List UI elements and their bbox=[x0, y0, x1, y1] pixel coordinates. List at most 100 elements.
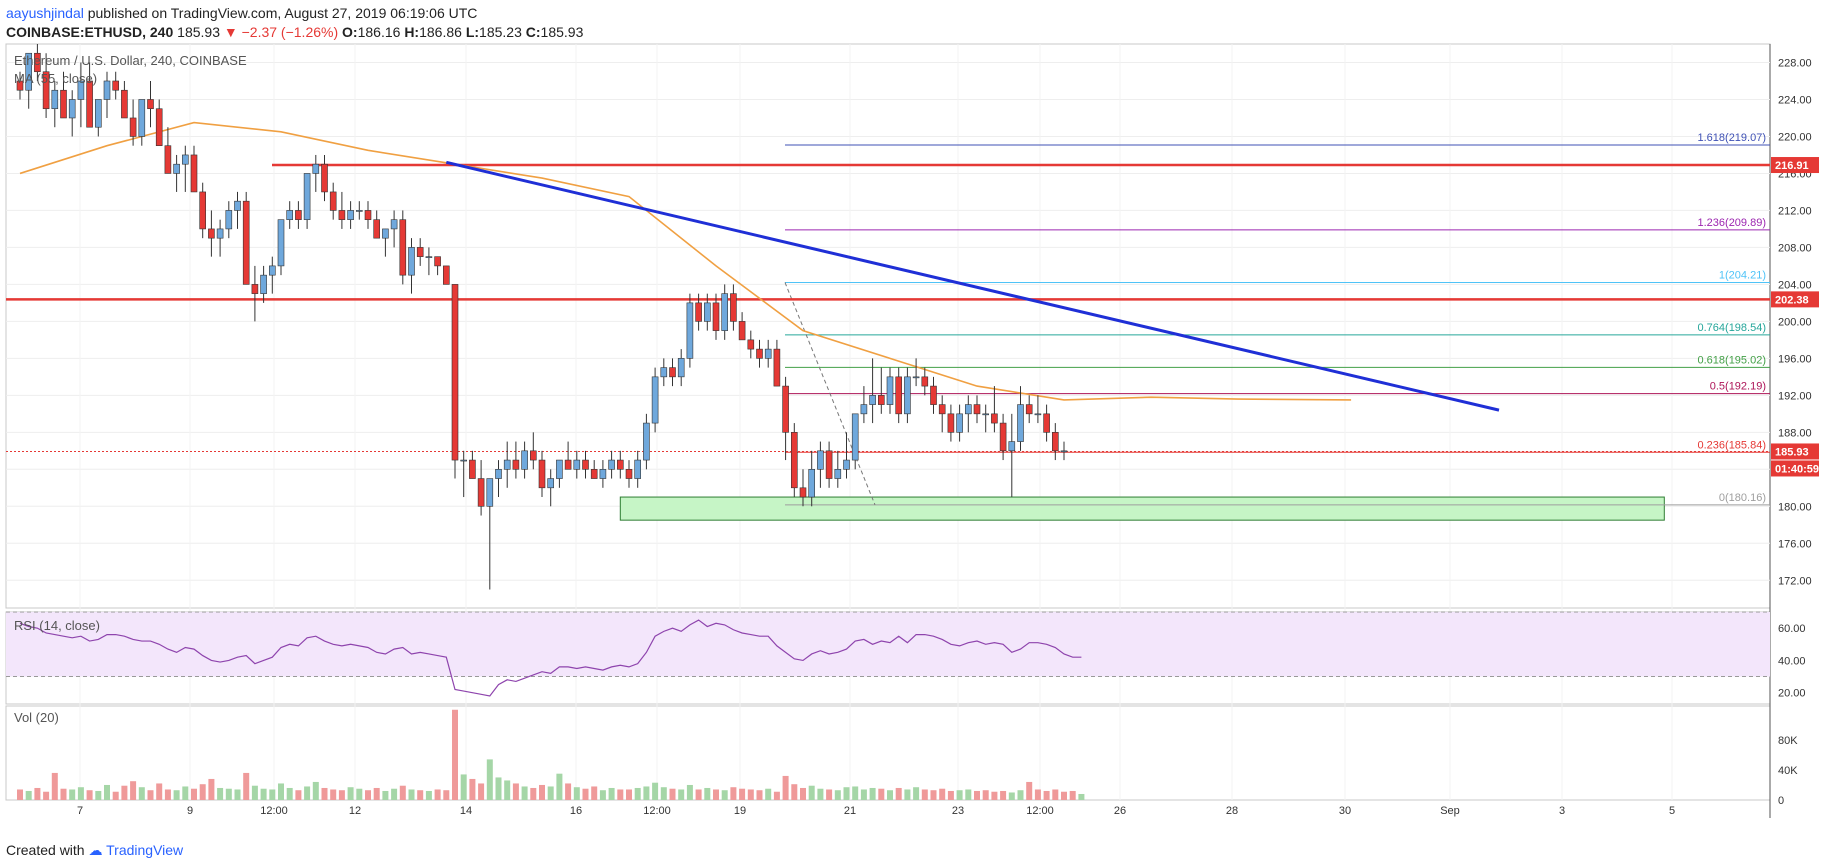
volume-y-tick-label: 80K bbox=[1778, 735, 1798, 747]
candle-body bbox=[756, 348, 763, 359]
tradingview-logo-link[interactable]: ☁ TradingView bbox=[88, 842, 184, 858]
volume-bar bbox=[95, 790, 102, 800]
volume-bar bbox=[704, 787, 711, 800]
volume-bar bbox=[573, 787, 580, 800]
volume-bar bbox=[930, 790, 937, 800]
volume-bar bbox=[599, 790, 606, 800]
fib-level-label: 1.236(209.89) bbox=[1698, 217, 1767, 229]
main-y-tick-label: 208.00 bbox=[1778, 242, 1812, 254]
candle-body bbox=[947, 413, 955, 433]
volume-bar bbox=[765, 788, 772, 800]
volume-bar bbox=[643, 786, 650, 800]
candle-body bbox=[190, 154, 198, 193]
volume-bar bbox=[443, 790, 450, 800]
volume-bar bbox=[338, 790, 345, 800]
candle-body bbox=[573, 459, 581, 470]
volume-bar bbox=[69, 789, 76, 800]
fib-level-label: 0.618(195.02) bbox=[1698, 354, 1767, 366]
volume-bar bbox=[486, 759, 493, 800]
volume-bar bbox=[1026, 781, 1033, 800]
x-tick-label: 12:00 bbox=[260, 805, 288, 817]
volume-bar bbox=[721, 790, 728, 800]
rsi-y-tick-label: 20.00 bbox=[1778, 688, 1806, 700]
volume-bar bbox=[460, 774, 467, 800]
candle-body bbox=[529, 450, 537, 461]
volume-bar bbox=[399, 785, 406, 800]
price-change: ▼ −2.37 (−1.26%) bbox=[223, 24, 339, 40]
volume-bar bbox=[25, 790, 32, 800]
x-tick-label: 12 bbox=[349, 805, 361, 817]
candle-body bbox=[869, 395, 876, 405]
volume-bar bbox=[286, 787, 293, 800]
rsi-legend: RSI (14, close) bbox=[14, 618, 100, 633]
volume-bar bbox=[138, 787, 145, 800]
candle-body bbox=[286, 210, 294, 220]
candle-body bbox=[486, 478, 494, 507]
main-y-tick-label: 176.00 bbox=[1778, 538, 1812, 550]
candle-body bbox=[321, 163, 328, 193]
candle-body bbox=[277, 219, 285, 267]
candle-body bbox=[956, 413, 963, 433]
candle-body bbox=[382, 228, 389, 239]
candle-body bbox=[216, 228, 224, 239]
candle-body bbox=[442, 265, 450, 285]
volume-bar bbox=[452, 709, 458, 800]
rsi-band bbox=[6, 612, 1770, 677]
fib-level-label: 1(204.21) bbox=[1719, 269, 1766, 281]
candle-body bbox=[825, 450, 833, 479]
volume-bar bbox=[860, 789, 867, 800]
open-value: 186.16 bbox=[357, 24, 401, 40]
candle-body bbox=[1060, 450, 1068, 453]
main-y-tick-label: 212.00 bbox=[1778, 205, 1812, 217]
candle-body bbox=[16, 80, 24, 91]
candle-body bbox=[495, 469, 502, 479]
volume-bar bbox=[199, 784, 206, 800]
chart-header: aayushjindal published on TradingView.co… bbox=[6, 4, 583, 44]
candle-body bbox=[799, 487, 807, 498]
author-link[interactable]: aayushjindal bbox=[6, 5, 84, 21]
volume-bar bbox=[669, 788, 676, 800]
volume-bar bbox=[974, 790, 980, 800]
main-y-tick-label: 220.00 bbox=[1778, 131, 1812, 143]
x-tick-label: 28 bbox=[1226, 805, 1238, 817]
volume-bar bbox=[217, 787, 224, 800]
candle-body bbox=[764, 348, 772, 359]
volume-legend: Vol (20) bbox=[14, 710, 59, 725]
volume-bar bbox=[278, 783, 284, 800]
main-y-tick-label: 196.00 bbox=[1778, 353, 1812, 365]
volume-bar bbox=[1034, 789, 1041, 800]
volume-bar bbox=[634, 787, 641, 800]
x-tick-label: 12:00 bbox=[1026, 805, 1054, 817]
candle-body bbox=[60, 89, 67, 119]
fib-level-label: 1.618(219.07) bbox=[1698, 132, 1767, 144]
main-y-tick-label: 224.00 bbox=[1778, 94, 1812, 106]
main-y-tick-label: 192.00 bbox=[1778, 390, 1812, 402]
volume-bar bbox=[478, 783, 485, 800]
candle-body bbox=[355, 210, 363, 212]
resistance-price-tag bbox=[1771, 157, 1819, 174]
candle-body bbox=[677, 358, 685, 378]
candle-body bbox=[51, 89, 59, 110]
candle-body bbox=[112, 80, 119, 91]
x-tick-label: 23 bbox=[952, 805, 964, 817]
volume-bar bbox=[417, 790, 424, 800]
candle-body bbox=[503, 459, 511, 470]
candle-body bbox=[469, 459, 476, 479]
candle-body bbox=[982, 413, 990, 416]
volume-bar bbox=[34, 787, 41, 800]
candle-body bbox=[182, 154, 189, 165]
volume-bar bbox=[147, 790, 154, 800]
candle-body bbox=[1025, 404, 1033, 415]
volume-bar bbox=[191, 788, 197, 800]
candle-body bbox=[721, 293, 729, 331]
resistance-price-label: 216.91 bbox=[1775, 160, 1809, 172]
candle-body bbox=[312, 163, 320, 174]
x-tick-label: 14 bbox=[460, 805, 472, 817]
candle-body bbox=[234, 200, 241, 211]
candle-body bbox=[208, 228, 215, 239]
candle-body bbox=[95, 99, 102, 128]
candle-body bbox=[1034, 413, 1042, 416]
volume-bar bbox=[913, 787, 920, 800]
candle-body bbox=[138, 99, 146, 137]
